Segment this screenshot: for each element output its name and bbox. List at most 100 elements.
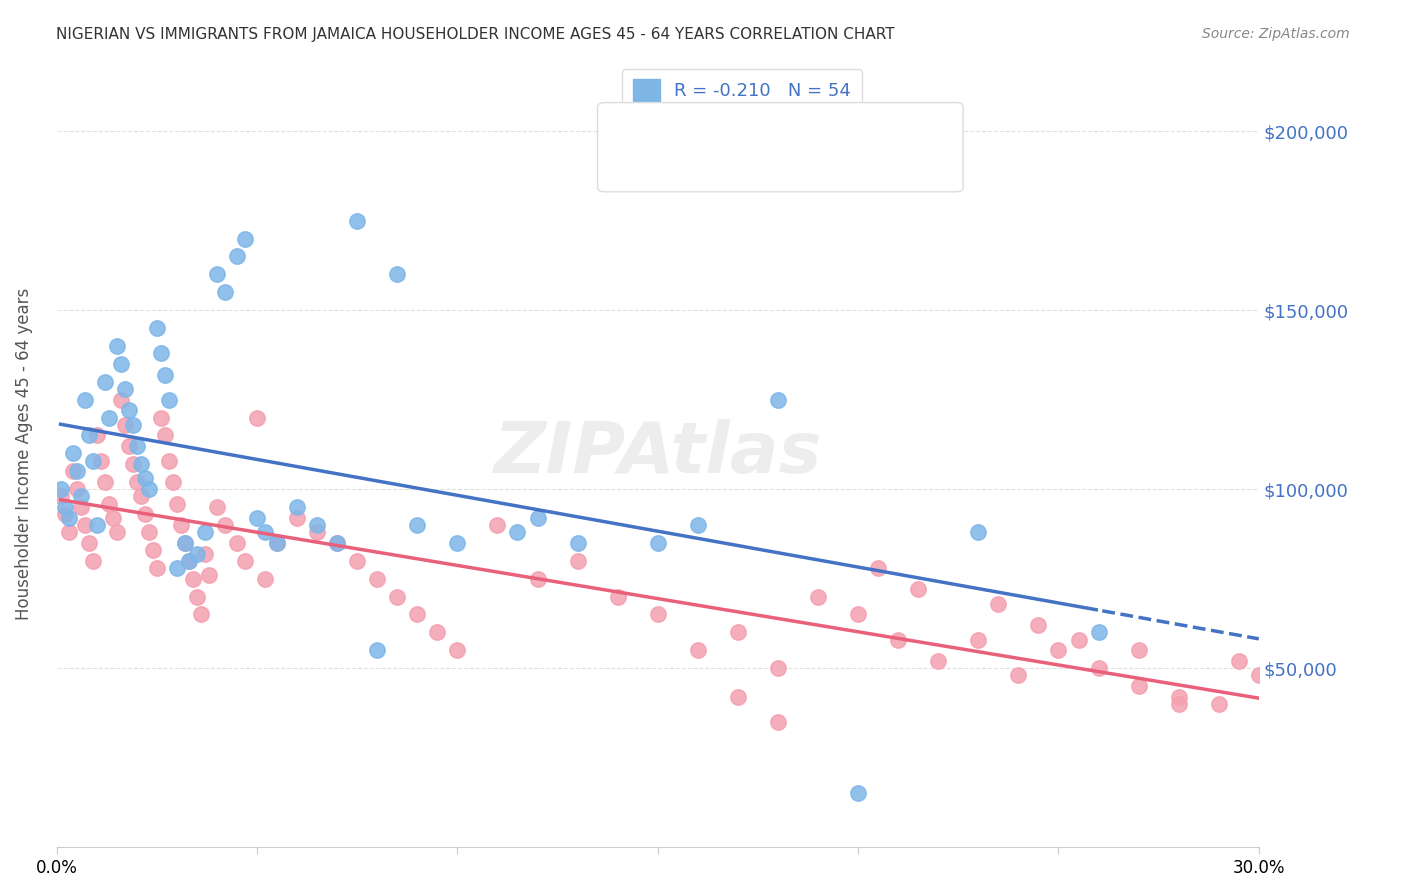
Point bbox=[66, 464, 89, 478]
Point bbox=[129, 489, 152, 503]
Point bbox=[246, 511, 269, 525]
Point bbox=[105, 525, 128, 540]
Point bbox=[868, 561, 890, 575]
Point bbox=[226, 536, 249, 550]
Point bbox=[807, 590, 830, 604]
Point bbox=[97, 496, 120, 510]
Point bbox=[205, 500, 228, 514]
Point bbox=[121, 457, 143, 471]
Point bbox=[69, 500, 91, 514]
Point bbox=[727, 625, 749, 640]
Point bbox=[134, 471, 156, 485]
Point bbox=[138, 482, 160, 496]
Point bbox=[162, 475, 184, 489]
Point bbox=[1167, 690, 1189, 704]
Point bbox=[194, 525, 217, 540]
Point bbox=[1087, 625, 1109, 640]
Point bbox=[62, 446, 84, 460]
Point bbox=[90, 453, 112, 467]
Point bbox=[93, 375, 115, 389]
Point bbox=[149, 410, 172, 425]
Point bbox=[1128, 679, 1150, 693]
Point bbox=[326, 536, 349, 550]
Point bbox=[486, 518, 509, 533]
Point bbox=[526, 572, 548, 586]
Point bbox=[49, 482, 72, 496]
Point bbox=[66, 482, 89, 496]
Point bbox=[647, 607, 669, 622]
Point bbox=[73, 518, 96, 533]
Point bbox=[1167, 697, 1189, 711]
Point bbox=[146, 321, 169, 335]
Point bbox=[1007, 668, 1029, 682]
Point bbox=[1208, 697, 1230, 711]
Point bbox=[214, 518, 236, 533]
Point bbox=[766, 661, 789, 675]
Point bbox=[77, 536, 100, 550]
Point bbox=[170, 518, 193, 533]
Point bbox=[1028, 618, 1050, 632]
Text: Source: ZipAtlas.com: Source: ZipAtlas.com bbox=[1202, 27, 1350, 41]
Point bbox=[146, 561, 169, 575]
Point bbox=[1047, 643, 1070, 657]
Point bbox=[186, 590, 208, 604]
Point bbox=[1067, 632, 1090, 647]
Point bbox=[233, 554, 256, 568]
Point bbox=[166, 561, 188, 575]
Point bbox=[73, 392, 96, 407]
Point bbox=[266, 536, 288, 550]
Y-axis label: Householder Income Ages 45 - 64 years: Householder Income Ages 45 - 64 years bbox=[15, 287, 32, 620]
Point bbox=[58, 525, 80, 540]
Point bbox=[149, 346, 172, 360]
Point bbox=[1227, 654, 1250, 668]
Point bbox=[49, 489, 72, 503]
Point bbox=[97, 410, 120, 425]
Point bbox=[567, 536, 589, 550]
Point bbox=[426, 625, 449, 640]
Point bbox=[157, 453, 180, 467]
Point bbox=[110, 392, 132, 407]
Legend: R = -0.210   N = 54, R = -0.533   N = 84: R = -0.210 N = 54, R = -0.533 N = 84 bbox=[621, 69, 862, 142]
Point bbox=[138, 525, 160, 540]
Point bbox=[157, 392, 180, 407]
Point bbox=[1128, 643, 1150, 657]
Point bbox=[285, 511, 308, 525]
Point bbox=[177, 554, 200, 568]
Point bbox=[346, 213, 368, 227]
Point bbox=[647, 536, 669, 550]
Point bbox=[987, 597, 1010, 611]
Point bbox=[121, 417, 143, 432]
Point bbox=[205, 268, 228, 282]
Point bbox=[69, 489, 91, 503]
Point bbox=[194, 547, 217, 561]
Point bbox=[606, 590, 628, 604]
Text: ZIPAtlas: ZIPAtlas bbox=[494, 419, 823, 488]
Point bbox=[967, 525, 990, 540]
Point bbox=[766, 714, 789, 729]
Point bbox=[253, 572, 276, 586]
Point bbox=[366, 643, 388, 657]
Point bbox=[967, 632, 990, 647]
Point bbox=[93, 475, 115, 489]
Point bbox=[887, 632, 910, 647]
Point bbox=[446, 536, 468, 550]
Point bbox=[173, 536, 195, 550]
Point bbox=[86, 518, 108, 533]
Point bbox=[82, 453, 104, 467]
Point bbox=[727, 690, 749, 704]
Point bbox=[125, 475, 148, 489]
Point bbox=[125, 439, 148, 453]
Point bbox=[177, 554, 200, 568]
Point bbox=[77, 428, 100, 442]
Point bbox=[114, 417, 136, 432]
Point bbox=[118, 439, 141, 453]
Point bbox=[307, 525, 329, 540]
Point bbox=[366, 572, 388, 586]
Point bbox=[387, 590, 409, 604]
Point bbox=[686, 518, 709, 533]
Point bbox=[567, 554, 589, 568]
Point bbox=[114, 382, 136, 396]
Point bbox=[406, 607, 429, 622]
Point bbox=[153, 368, 176, 382]
Point bbox=[62, 464, 84, 478]
